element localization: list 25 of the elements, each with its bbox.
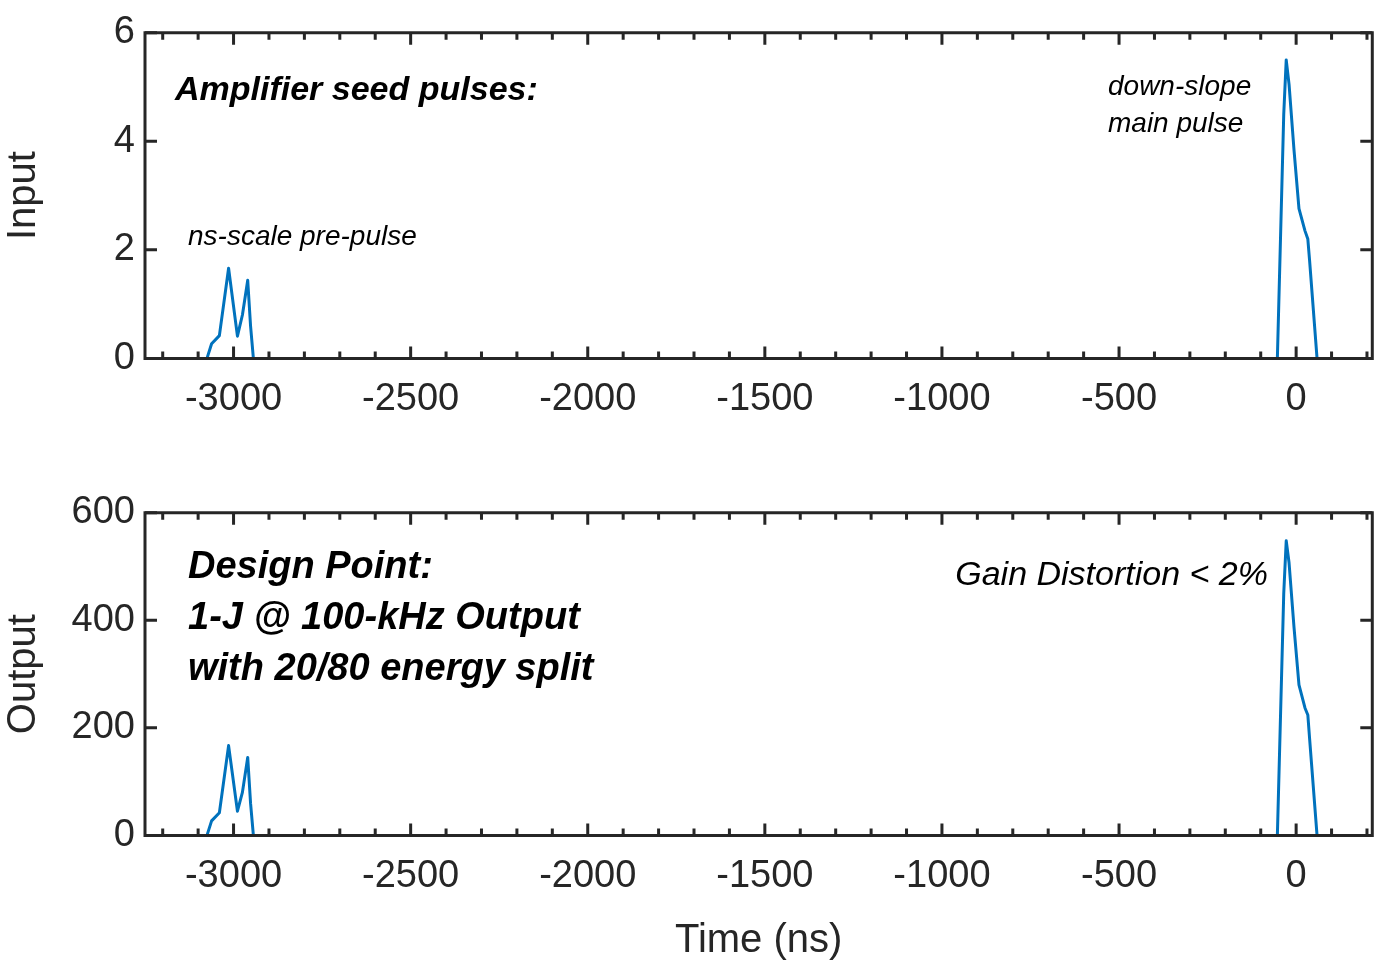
y-tick-label: 400 xyxy=(71,596,135,639)
y-tick-label: 0 xyxy=(113,334,135,377)
x-tick-label: -1000 xyxy=(893,375,991,418)
y-tick-label: 600 xyxy=(71,489,135,532)
y-axis-title: Output xyxy=(0,614,44,735)
x-tick-label: -2500 xyxy=(362,852,460,895)
y-tick-label: 6 xyxy=(113,9,135,52)
x-tick-label: 0 xyxy=(1285,375,1307,418)
x-tick-label: -1500 xyxy=(716,852,814,895)
x-tick-label: -500 xyxy=(1081,375,1158,418)
y-tick-label: 2 xyxy=(113,226,135,269)
y-tick-label: 200 xyxy=(71,704,135,747)
x-tick-label: -3000 xyxy=(184,375,283,418)
x-tick-label: -3000 xyxy=(184,852,283,895)
x-tick-label: -2000 xyxy=(539,852,637,895)
x-tick-label: -2500 xyxy=(362,375,460,418)
x-axis-title: Time (ns) xyxy=(674,916,843,961)
x-tick-label: -1000 xyxy=(893,852,991,895)
x-tick-label: -1500 xyxy=(716,375,814,418)
x-tick-label: 0 xyxy=(1285,852,1307,895)
y-tick-label: 0 xyxy=(113,811,135,854)
y-axis-title: Input xyxy=(0,151,44,241)
y-tick-label: 4 xyxy=(113,117,135,160)
x-tick-label: -2000 xyxy=(539,375,637,418)
x-tick-label: -500 xyxy=(1081,852,1158,895)
